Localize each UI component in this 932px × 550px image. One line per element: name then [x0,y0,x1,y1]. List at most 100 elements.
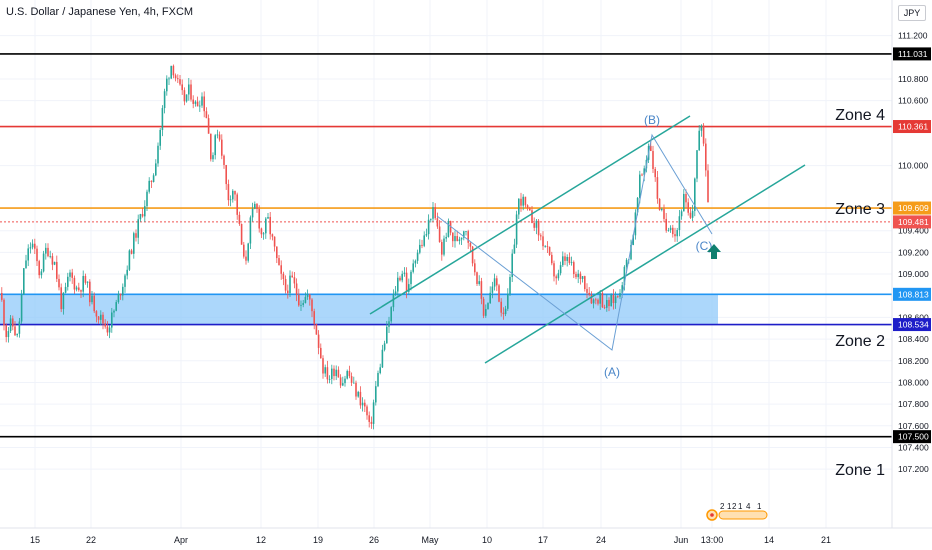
channel-lines [369,115,806,364]
candle-body [641,174,643,176]
candle-body [685,193,687,203]
price-label-text: 109.609 [898,203,929,213]
x-tick-label: 12 [256,535,266,545]
candle-body [243,244,245,257]
candle-body [498,285,500,302]
candle-body [544,245,546,247]
candle-body [559,265,562,274]
candle-body [188,84,190,95]
candle-body [368,415,370,422]
candle-body [702,125,705,144]
candle-body [236,194,238,215]
candle-body [23,268,25,295]
candle-body [126,269,128,276]
candle-body [282,273,285,280]
x-tick-label: 22 [86,535,96,545]
candle-body [590,294,593,304]
candle-body [111,312,113,328]
x-tick-label: 14 [764,535,774,545]
candle-body [687,202,689,213]
price-label-text: 108.534 [898,320,929,330]
candle-body [515,214,518,245]
price-label-text: 107.500 [898,432,929,442]
candle-body [324,367,326,374]
candle-body [597,299,599,304]
x-tick-label: 21 [821,535,831,545]
candle-body [1,293,3,300]
candle-body [480,281,483,299]
candle-body [694,178,696,211]
candle-body [42,253,45,272]
indicator-badge[interactable]: 2 1 2 1 4 1 [706,502,768,521]
candle-body [617,296,619,298]
candle-body [531,210,533,224]
candle-body [386,326,388,344]
candle-body [691,210,694,218]
candle-body [661,208,663,210]
candle-body [612,294,615,304]
candle-body [100,314,102,320]
candle-body [487,303,489,310]
candle-body [610,294,612,307]
candle-body [247,243,249,261]
y-tick-label: 108.400 [898,334,929,344]
candle-body [513,244,516,254]
candle-body [139,214,142,220]
candle-body [388,321,390,327]
candle-body [205,111,208,119]
candle-body [166,78,168,92]
currency-badge[interactable]: JPY [898,5,926,21]
candle-body [234,190,236,195]
candle-body [348,370,351,377]
candle-body [344,378,346,384]
indicator-num-4: 1 [738,502,743,511]
candle-body [113,310,115,313]
candle-body [337,369,340,378]
candle-body [342,383,344,386]
candle-body [179,79,181,85]
candle-body [361,402,364,406]
candle-body [260,228,263,235]
candle-body [232,190,234,200]
candle-body [3,299,5,326]
candle-body [320,347,322,359]
candle-body [80,290,82,292]
price-label-text: 109.481 [898,217,929,227]
candle-body [300,304,302,306]
candle-body [221,139,223,156]
candle-body [353,382,355,384]
candle-body [669,227,672,231]
candle-body [159,130,161,146]
candle-body [460,237,463,240]
candle-body [551,254,553,264]
candle-body [291,275,293,278]
candle-body [293,277,296,284]
x-tick-label: 13:00 [701,535,724,545]
candle-body [326,367,329,380]
candle-body [317,334,320,348]
price-label-text: 110.361 [898,122,928,132]
candle-body [518,198,520,215]
candle-body [403,272,406,274]
indicator-num-6: 1 [757,502,762,511]
x-tick-label: 26 [369,535,379,545]
candle-body [674,234,676,237]
candle-body [152,175,155,182]
candle-body [656,177,659,199]
candle-body [496,278,498,286]
candle-body [207,118,210,134]
candle-body [654,168,656,178]
candle-body [663,208,665,219]
candle-body [606,300,608,308]
indicator-strip [718,510,768,520]
chart-title: U.S. Dollar / Japanese Yen, 4h, FXCM [6,6,194,18]
price-levels [0,53,892,438]
candle-body [225,164,227,185]
y-tick-label: 107.400 [898,442,929,452]
candle-body [183,90,186,102]
candle-body [258,208,260,229]
candle-body [97,316,100,320]
candle-body [58,278,60,288]
candle-body [328,378,331,380]
